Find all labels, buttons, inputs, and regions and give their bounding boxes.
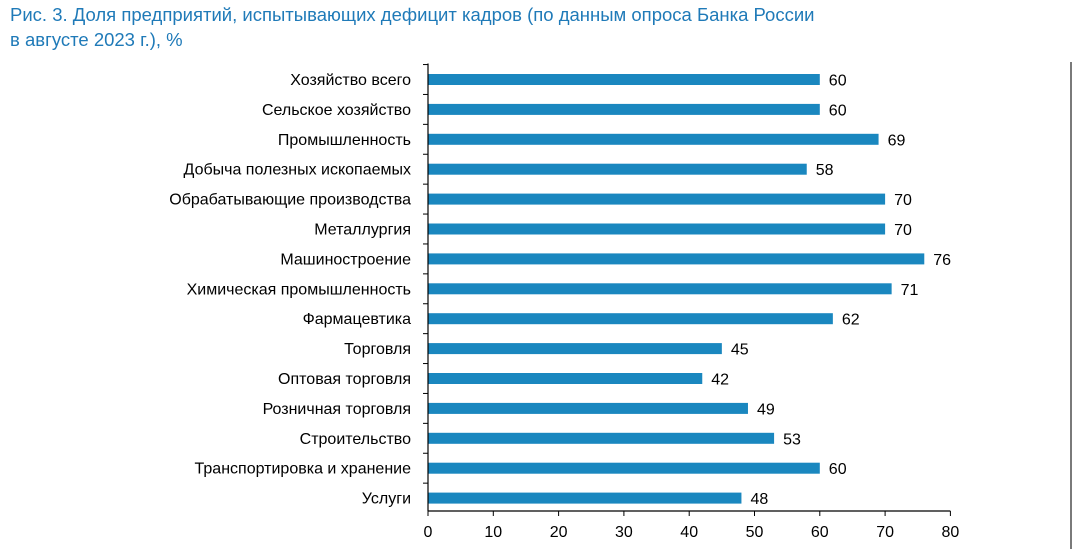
data-label: 42	[711, 372, 729, 389]
data-label: 58	[816, 162, 834, 179]
bar	[428, 223, 886, 235]
bar	[428, 373, 703, 384]
category-label: Торговля	[344, 341, 411, 358]
bar	[428, 343, 722, 355]
category-label: Оптовая торговля	[278, 371, 411, 388]
data-label: 49	[757, 401, 775, 418]
chart-title: Рис. 3. Доля предприятий, испытывающих д…	[10, 2, 1010, 52]
category-labels: Хозяйство всего Сельское хозяйство Промышл…	[169, 72, 411, 508]
chart-title-line-2: в августе 2023 г.), %	[10, 29, 183, 50]
category-label: Строительство	[300, 431, 411, 448]
x-tick-label: 40	[680, 524, 698, 541]
bar	[428, 103, 820, 115]
page-border	[1070, 62, 1072, 549]
x-tick-label: 60	[811, 524, 829, 541]
data-label: 45	[731, 342, 749, 359]
category-label: Сельское хозяйство	[262, 102, 411, 119]
category-label: Обрабатывающие производства	[169, 192, 411, 209]
data-label: 70	[894, 192, 912, 209]
x-tick-label: 20	[550, 524, 568, 541]
category-label: Добыча полезных ископаемых	[184, 162, 411, 179]
category-label: Машиностроение	[280, 251, 411, 268]
bar	[428, 133, 879, 145]
bar	[428, 402, 748, 414]
bar	[428, 283, 892, 295]
data-label: 62	[842, 312, 860, 329]
data-label: 60	[829, 73, 847, 90]
data-label: 76	[933, 252, 951, 269]
chart-title-line-1: Рис. 3. Доля предприятий, испытывающих д…	[10, 4, 815, 25]
x-tick-label: 0	[424, 524, 433, 541]
data-label: 71	[901, 282, 919, 299]
category-label: Химическая промышленность	[187, 281, 411, 298]
bar	[428, 432, 775, 444]
x-tick-label: 70	[876, 524, 894, 541]
bar	[428, 193, 886, 205]
category-label: Услуги	[362, 491, 411, 508]
category-label: Промышленность	[278, 132, 411, 149]
data-label: 69	[888, 132, 906, 149]
x-tick-label: 10	[484, 524, 502, 541]
data-label: 60	[829, 461, 847, 478]
bar	[428, 462, 820, 474]
category-label: Фармацевтика	[303, 311, 412, 328]
bar	[428, 313, 833, 325]
category-label: Хозяйство всего	[290, 72, 411, 89]
data-label: 48	[750, 491, 768, 508]
bars-group	[428, 74, 925, 504]
x-tick-label: 50	[746, 524, 764, 541]
data-label: 70	[894, 222, 912, 239]
category-label: Металлургия	[314, 222, 411, 239]
data-label: 53	[783, 431, 801, 448]
bar	[428, 492, 742, 504]
bar	[428, 163, 807, 175]
category-label: Транспортировка и хранение	[195, 461, 412, 478]
category-label: Розничная торговля	[263, 401, 411, 418]
data-label: 60	[829, 102, 847, 119]
x-tick-label: 80	[942, 524, 960, 541]
bar	[428, 74, 820, 85]
x-axis: 0 10 20 30 40 50 60 70 80	[423, 63, 960, 541]
x-tick-label: 30	[615, 524, 633, 541]
bar	[428, 253, 925, 265]
